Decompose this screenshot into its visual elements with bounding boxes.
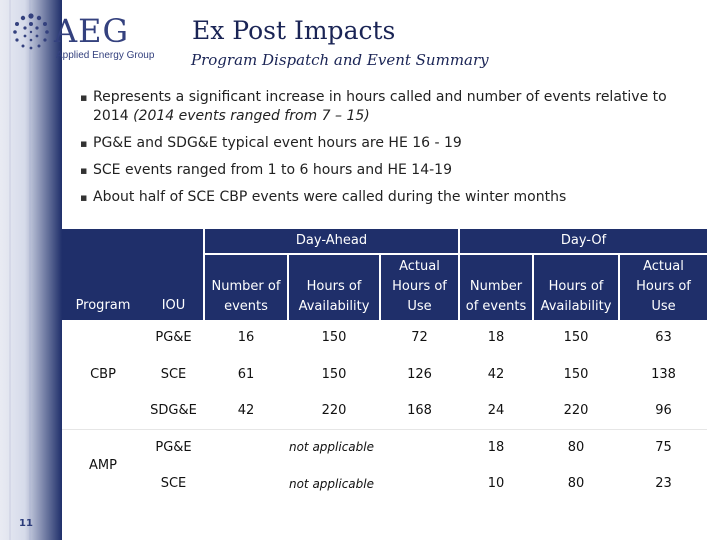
da-events-cell: 42 — [237, 403, 255, 418]
program-label-amp: AMP — [89, 458, 117, 473]
iou-cell: SDG&E — [150, 403, 197, 418]
sidebar-decoration — [9, 0, 31, 540]
program-label-cbp: CBP — [90, 367, 116, 382]
do-events-cell: 18 — [487, 330, 505, 345]
da-actual-cell: 72 — [411, 330, 428, 345]
bullet-item: PG&E and SDG&E typical event hours are H… — [80, 134, 700, 153]
row-divider — [62, 429, 707, 430]
col-header-program: Program — [62, 295, 144, 317]
bullet-list: Represents a significant increase in hou… — [80, 88, 700, 215]
do-events-cell: 42 — [487, 367, 505, 382]
do-actual-cell: 138 — [651, 367, 676, 382]
do-hours-cell: 220 — [563, 403, 589, 418]
do-actual-cell: 23 — [655, 476, 672, 491]
da-events-cell: 61 — [237, 367, 255, 382]
col-header-do-hours: Hours of Availability — [534, 255, 618, 320]
col-header-do-actual: Actual Hours of Use — [620, 255, 707, 320]
bullet-item: Represents a significant increase in hou… — [80, 88, 700, 126]
da-actual-cell: 126 — [407, 367, 432, 382]
do-hours-cell: 150 — [563, 330, 589, 345]
bullet-italic-note: (2014 events ranged from 7 – 15) — [133, 108, 370, 124]
logo: AEG Applied Energy Group — [10, 10, 170, 61]
col-header-da-actual: Actual Hours of Use — [381, 255, 458, 320]
bullet-text: About half of SCE CBP events were called… — [93, 189, 567, 205]
page-title: Ex Post Impacts — [192, 16, 396, 45]
do-actual-cell: 63 — [655, 330, 672, 345]
da-hours-cell: 150 — [321, 330, 347, 345]
do-events-cell: 10 — [487, 476, 505, 491]
do-actual-cell: 75 — [655, 440, 672, 455]
iou-cell: SCE — [160, 367, 187, 382]
not-applicable-note: not applicable — [288, 440, 374, 454]
bullet-item: About half of SCE CBP events were called… — [80, 188, 700, 207]
iou-cell: PG&E — [155, 440, 192, 455]
bullet-item: SCE events ranged from 1 to 6 hours and … — [80, 161, 700, 180]
bullet-text: Represents a significant increase in hou… — [93, 89, 667, 124]
col-header-do-events: Number of events — [460, 255, 532, 320]
do-events-cell: 18 — [487, 440, 505, 455]
do-hours-cell: 80 — [567, 440, 585, 455]
bullet-text: SCE events ranged from 1 to 6 hours and … — [93, 162, 452, 178]
da-events-cell: 16 — [237, 330, 255, 345]
not-applicable-note: not applicable — [288, 477, 374, 491]
page-number: 11 — [19, 518, 33, 529]
do-hours-cell: 150 — [563, 367, 589, 382]
col-header-da-hours: Hours of Availability — [289, 255, 379, 320]
header-day-ahead: Day-Ahead — [205, 229, 458, 253]
dispatch-summary-table: Day-Ahead Day-Of Program IOU Number of ev… — [62, 229, 707, 503]
da-hours-cell: 220 — [321, 403, 347, 418]
bullet-text: PG&E and SDG&E typical event hours are H… — [93, 135, 462, 151]
do-hours-cell: 80 — [567, 476, 585, 491]
col-header-iou: IOU — [144, 295, 203, 317]
header-day-of: Day-Of — [460, 229, 707, 253]
col-header-da-events: Number of events — [205, 255, 287, 320]
logo-subtitle: Applied Energy Group — [56, 50, 155, 61]
da-hours-cell: 150 — [321, 367, 347, 382]
logo-dots-icon — [13, 13, 49, 50]
page-subtitle: Program Dispatch and Event Summary — [191, 51, 489, 69]
do-events-cell: 24 — [487, 403, 505, 418]
do-actual-cell: 96 — [655, 403, 672, 418]
iou-cell: PG&E — [155, 330, 192, 345]
logo-wordmark: AEG — [54, 12, 130, 50]
iou-cell: SCE — [160, 476, 187, 491]
da-actual-cell: 168 — [407, 403, 432, 418]
